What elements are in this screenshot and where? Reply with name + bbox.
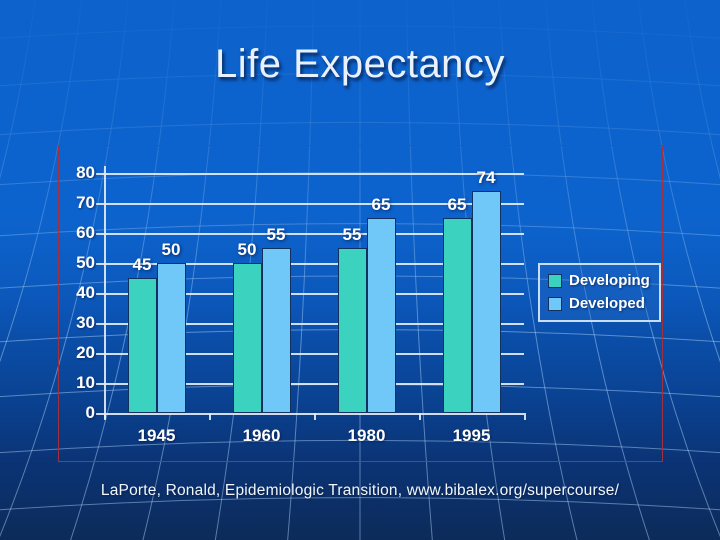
gridline [96,413,524,415]
bar-developed [261,248,291,413]
y-axis-tick-label: 30 [76,313,95,332]
x-axis-category-label: 1960 [242,426,281,445]
gridline [96,203,524,205]
y-axis-tick-label: 0 [85,403,95,422]
gridline [96,353,524,355]
chart-legend: Developing Developed [538,263,661,322]
gridline [96,293,524,295]
bar-value-label: 50 [237,240,257,259]
legend-series-label: Developing [569,272,650,289]
x-axis-tick [524,413,526,420]
gridline [96,263,524,265]
legend-swatch-icon [548,273,562,288]
chart-area: Developing Developed 0 10 20 30 40 50 60 70 80 194… [58,145,663,462]
bar-developed [156,263,186,413]
x-axis-tick [104,413,106,420]
bar-value-label: 74 [476,168,496,187]
gridline [96,323,524,325]
legend-series-label: Developed [569,295,645,312]
y-axis-tick-label: 40 [76,283,95,302]
bar-developing [442,218,472,413]
legend-swatch-icon [548,296,562,311]
bar-value-label: 65 [447,195,467,214]
bar-value-label: 55 [342,225,362,244]
citation-text: LaPorte, Ronald, Epidemiologic Transitio… [100,482,620,499]
y-axis-tick-label: 20 [76,343,95,362]
bar-developing [337,248,367,413]
x-axis-category-label: 1945 [137,426,176,445]
slide-title: Life Expectancy [215,42,505,86]
y-axis-tick-label: 60 [76,223,95,242]
y-axis-line [104,166,106,419]
bar-value-label: 45 [132,255,152,274]
x-axis-tick [314,413,316,420]
legend-entry: Developing [548,272,650,289]
gridline [96,233,524,235]
bar-value-label: 50 [161,240,181,259]
x-axis-tick [209,413,211,420]
bar-developing [232,263,262,413]
y-axis-tick-label: 50 [76,253,95,272]
x-axis-tick [419,413,421,420]
legend-entry: Developed [548,295,650,312]
y-axis-tick-label: 70 [76,193,95,212]
y-axis-tick-label: 80 [76,163,95,182]
y-axis-tick-label: 10 [76,373,95,392]
bar-developed [366,218,396,413]
x-axis-category-label: 1995 [452,426,491,445]
gridline [96,173,524,175]
bar-developed [471,191,501,413]
bar-value-label: 55 [266,225,286,244]
bar-value-label: 65 [371,195,391,214]
x-axis-category-label: 1980 [347,426,386,445]
gridline [96,383,524,385]
bar-developing [127,278,157,413]
